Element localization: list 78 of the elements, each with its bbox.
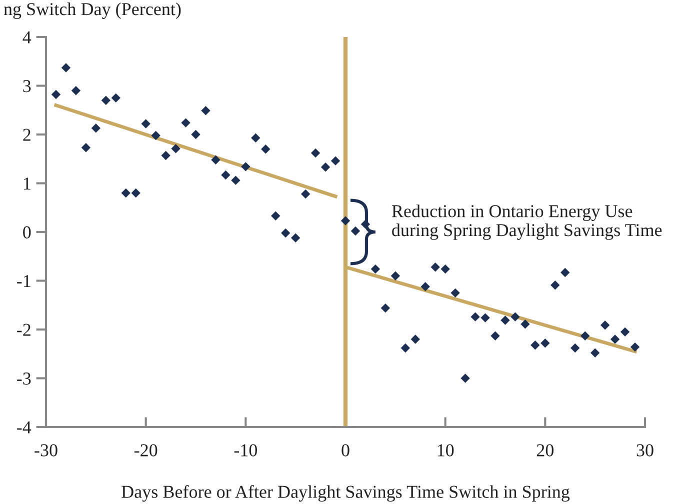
point	[151, 130, 160, 140]
point	[290, 233, 300, 242]
point	[251, 133, 260, 143]
x-tick-label: 0	[342, 444, 350, 456]
x-tick-label: -20	[134, 444, 158, 456]
point	[600, 320, 610, 330]
x-tick-label: -10	[234, 444, 258, 456]
point	[320, 162, 330, 172]
point	[171, 144, 180, 154]
point	[510, 312, 520, 322]
point	[520, 320, 530, 329]
point	[271, 211, 280, 221]
point	[570, 343, 580, 353]
x-axis-title: Days Before or After Daylight Savings Time Switch in Spring	[122, 485, 570, 502]
y-tick-label: 1	[24, 178, 30, 190]
point	[480, 313, 490, 322]
point	[610, 334, 620, 344]
point	[241, 162, 250, 172]
point	[131, 188, 140, 198]
y-tick-label: 4	[22, 31, 32, 44]
point	[530, 340, 540, 350]
x-tick-label: 20	[536, 444, 554, 456]
point	[500, 316, 510, 325]
point	[161, 150, 170, 160]
point	[191, 130, 200, 140]
point	[340, 216, 350, 226]
point	[101, 96, 111, 105]
point	[420, 282, 430, 292]
point	[61, 63, 71, 72]
point	[141, 119, 150, 128]
point	[181, 118, 190, 128]
point	[51, 90, 61, 100]
point	[550, 280, 560, 290]
x-tick-label: 30	[636, 444, 654, 456]
point	[91, 124, 101, 133]
point	[590, 348, 600, 358]
y-axis-title: ng Switch Day (Percent)	[4, 2, 181, 19]
point	[620, 327, 630, 337]
point	[81, 143, 91, 152]
point	[360, 220, 370, 229]
point	[470, 312, 480, 322]
point	[111, 93, 120, 103]
point	[440, 264, 450, 274]
y-tick-label: -2	[17, 324, 30, 336]
point	[400, 343, 410, 353]
y-tick-label: 0	[23, 226, 31, 238]
point	[380, 303, 390, 313]
y-tick-label: 3	[23, 80, 31, 92]
point	[71, 86, 81, 96]
annotation: Reduction in Ontario Energy Use during Spring Daylight Savings Time	[392, 204, 662, 240]
point	[410, 334, 420, 344]
point	[460, 374, 470, 383]
point	[490, 331, 500, 340]
y-tick-label: 2	[23, 128, 30, 141]
point	[580, 331, 590, 340]
point	[330, 156, 340, 166]
y-tick-label: -4	[17, 421, 32, 434]
point	[390, 271, 400, 280]
point	[231, 176, 240, 185]
point	[370, 264, 380, 274]
x-tick-label: -30	[34, 444, 58, 456]
y-tick-label: -3	[17, 372, 31, 385]
point	[201, 106, 210, 116]
point	[211, 155, 220, 164]
point	[310, 148, 320, 158]
point	[280, 228, 290, 238]
point	[560, 268, 570, 278]
point	[450, 288, 460, 298]
y-tick-label: -1	[17, 275, 30, 288]
point	[300, 189, 310, 199]
point	[261, 144, 270, 154]
point	[430, 262, 440, 272]
point	[630, 342, 640, 352]
point	[540, 338, 550, 348]
point	[121, 188, 130, 198]
point	[221, 170, 230, 180]
x-tick-label: 10	[438, 444, 454, 456]
point	[350, 226, 360, 236]
